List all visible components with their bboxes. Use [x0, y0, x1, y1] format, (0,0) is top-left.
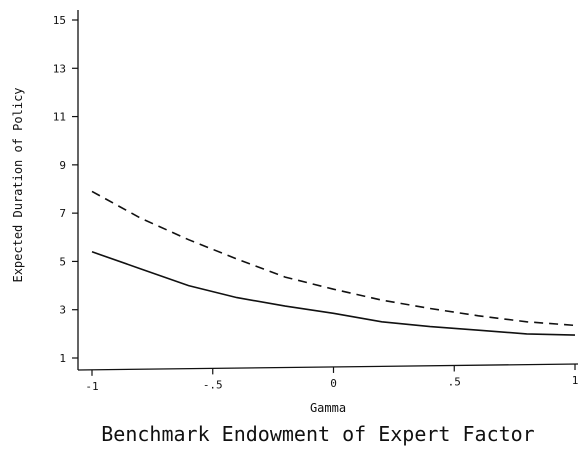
- x-axis-ticks: -1 -.5 0 .5 1: [85, 364, 578, 393]
- y-tick-label: 11: [53, 111, 66, 124]
- x-tick-label: 1: [572, 374, 579, 387]
- series-layer: [92, 191, 575, 335]
- y-tick-label: 13: [53, 62, 66, 75]
- y-tick-label: 9: [59, 159, 66, 172]
- y-tick-label: 5: [59, 255, 66, 268]
- x-tick-label: 0: [330, 377, 337, 390]
- y-axis-title: Expected Duration of Policy: [11, 87, 25, 282]
- y-tick-label: 7: [59, 207, 66, 220]
- x-axis-title: Gamma: [310, 401, 346, 415]
- y-tick-label: 15: [53, 14, 66, 27]
- y-tick-label: 3: [59, 304, 66, 317]
- chart-caption: Benchmark Endowment of Expert Factor: [101, 422, 534, 446]
- solid-series-line: [92, 252, 575, 335]
- x-axis-line: [78, 364, 578, 370]
- x-tick-label: -.5: [203, 378, 223, 391]
- x-tick-label: -1: [85, 380, 98, 393]
- dashed-series-line: [92, 191, 575, 325]
- y-tick-label: 1: [59, 352, 66, 365]
- x-tick-label: .5: [448, 375, 461, 388]
